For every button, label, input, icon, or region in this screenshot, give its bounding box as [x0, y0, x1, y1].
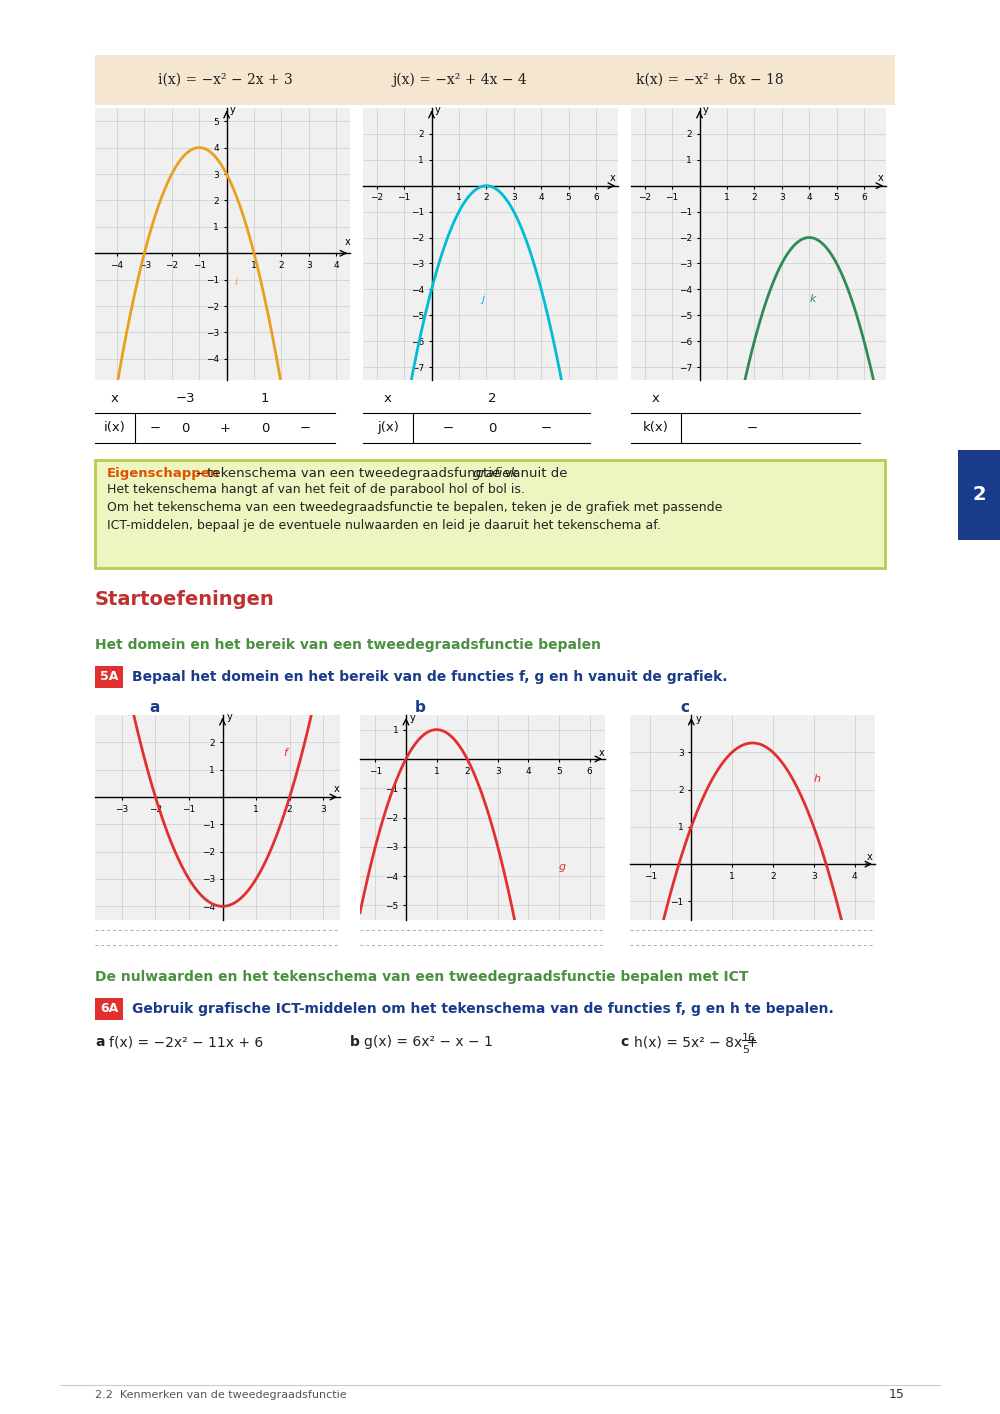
Text: y: y: [695, 714, 701, 724]
Text: x: x: [333, 783, 339, 793]
Text: c: c: [620, 1035, 628, 1049]
Text: k(x) = −x² + 8x − 18: k(x) = −x² + 8x − 18: [636, 74, 784, 88]
Text: 0: 0: [181, 421, 189, 434]
Text: −: −: [299, 421, 311, 434]
Text: 2.2  Kenmerken van de tweedegraadsfunctie: 2.2 Kenmerken van de tweedegraadsfunctie: [95, 1390, 347, 1400]
Text: −3: −3: [175, 392, 195, 404]
Text: y: y: [435, 105, 441, 115]
Text: grafiek: grafiek: [472, 468, 518, 481]
Text: x: x: [384, 392, 392, 404]
Text: y: y: [703, 105, 709, 115]
Text: y: y: [230, 105, 236, 116]
Text: +: +: [220, 421, 230, 434]
Text: Startoefeningen: Startoefeningen: [95, 590, 275, 609]
Text: y: y: [227, 713, 232, 723]
Text: Gebruik grafische ICT-middelen om het tekenschema van de functies f, g en h te b: Gebruik grafische ICT-middelen om het te…: [132, 1003, 834, 1017]
Text: b: b: [415, 700, 425, 715]
Text: j(x) = −x² + 4x − 4: j(x) = −x² + 4x − 4: [393, 72, 527, 88]
Text: −: −: [443, 421, 454, 434]
Text: x: x: [878, 173, 884, 182]
Text: −: −: [747, 421, 758, 434]
Text: x: x: [652, 392, 660, 404]
Text: 5: 5: [742, 1045, 749, 1055]
Text: i(x): i(x): [104, 421, 126, 434]
Text: De nulwaarden en het tekenschema van een tweedegraadsfunctie bepalen met ICT: De nulwaarden en het tekenschema van een…: [95, 970, 748, 984]
Bar: [95, 998, 123, 1019]
Text: k(x): k(x): [643, 421, 669, 434]
Text: x: x: [599, 748, 605, 758]
Text: −: −: [149, 421, 161, 434]
Bar: [95, 460, 885, 568]
Text: 2: 2: [972, 485, 986, 505]
Text: i(x) = −x² − 2x + 3: i(x) = −x² − 2x + 3: [158, 74, 292, 88]
Text: ICT-middelen, bepaal je de eventuele nulwaarden en leid je daaruit het tekensche: ICT-middelen, bepaal je de eventuele nul…: [107, 519, 661, 533]
Text: 15: 15: [889, 1389, 905, 1401]
Text: Eigenschappen: Eigenschappen: [107, 468, 220, 481]
Text: g: g: [559, 863, 566, 872]
Text: g(x) = 6x² − x − 1: g(x) = 6x² − x − 1: [364, 1035, 493, 1049]
Text: 0: 0: [488, 421, 497, 434]
Text: −: −: [540, 421, 551, 434]
Text: f: f: [283, 748, 287, 758]
Text: a: a: [150, 700, 160, 715]
Text: i: i: [235, 277, 238, 287]
Text: j(x): j(x): [377, 421, 399, 434]
Text: f(x) = −2x² − 11x + 6: f(x) = −2x² − 11x + 6: [109, 1035, 263, 1049]
Text: 2: 2: [488, 392, 497, 404]
Text: Om het tekenschema van een tweedegraadsfunctie te bepalen, teken je de grafiek m: Om het tekenschema van een tweedegraadsf…: [107, 502, 722, 515]
Text: 6A: 6A: [100, 1003, 118, 1015]
Text: Het domein en het bereik van een tweedegraadsfunctie bepalen: Het domein en het bereik van een tweedeg…: [95, 638, 601, 652]
Text: h: h: [814, 773, 821, 785]
Text: x: x: [111, 392, 119, 404]
Text: 16: 16: [742, 1034, 756, 1044]
Text: 1: 1: [261, 392, 269, 404]
Text: Bepaal het domein en het bereik van de functies f, g en h vanuit de grafiek.: Bepaal het domein en het bereik van de f…: [132, 670, 728, 684]
Text: c: c: [680, 700, 690, 715]
Bar: [958, 450, 1000, 540]
Text: – tekenschema van een tweedegraadsfunctie vanuit de: – tekenschema van een tweedegraadsfuncti…: [192, 468, 571, 481]
Text: j: j: [481, 294, 484, 304]
Text: x: x: [345, 238, 350, 247]
Text: 0: 0: [261, 421, 269, 434]
Text: Het tekenschema hangt af van het feit of de parabool hol of bol is.: Het tekenschema hangt af van het feit of…: [107, 484, 525, 496]
Text: x: x: [610, 173, 616, 182]
Text: x: x: [867, 853, 873, 863]
Text: 5A: 5A: [100, 670, 118, 683]
Text: b: b: [350, 1035, 360, 1049]
Bar: [95, 55, 895, 105]
Text: h(x) = 5x² − 8x +: h(x) = 5x² − 8x +: [634, 1035, 763, 1049]
Text: a: a: [95, 1035, 104, 1049]
Text: k: k: [809, 294, 816, 304]
Bar: [95, 666, 123, 689]
Text: y: y: [410, 713, 415, 723]
